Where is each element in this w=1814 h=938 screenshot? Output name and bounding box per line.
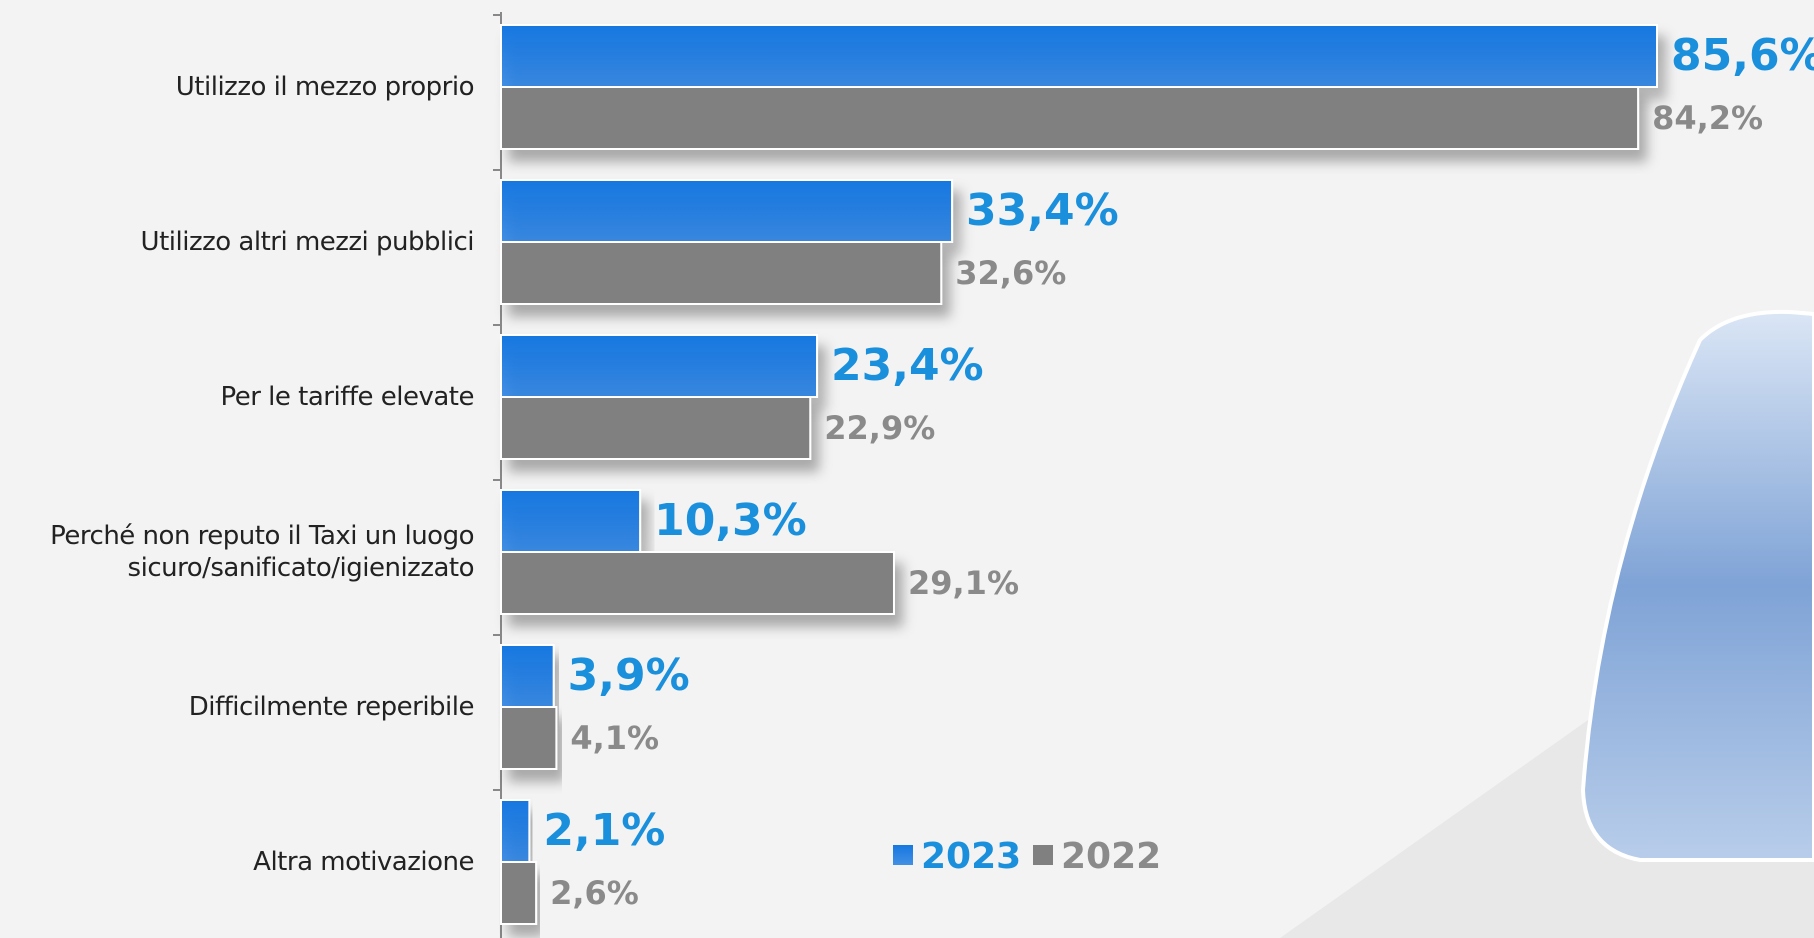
category-label: Perché non reputo il Taxi un luogo sicur… xyxy=(50,521,474,583)
bar xyxy=(500,706,558,770)
legend-swatch xyxy=(893,845,913,865)
legend-swatch xyxy=(1033,845,1053,865)
value-label: 32,6% xyxy=(955,254,1066,292)
category-label: Altra motivazione xyxy=(253,847,474,877)
value-label: 22,9% xyxy=(824,409,935,447)
value-label: 29,1% xyxy=(908,564,1019,602)
bar xyxy=(500,86,1640,150)
bar xyxy=(500,551,895,615)
bar xyxy=(500,241,943,305)
category-label: Difficilmente reperibile xyxy=(188,692,475,722)
legend-label: 2023 xyxy=(921,836,1021,877)
category-label: Utilizzo il mezzo proprio xyxy=(175,72,475,102)
bar xyxy=(500,644,555,708)
value-label: 2,6% xyxy=(550,874,639,912)
value-label: 85,6% xyxy=(1671,30,1814,81)
value-label: 3,9% xyxy=(568,650,690,701)
value-label: 33,4% xyxy=(966,185,1119,236)
category-label: Utilizzo altri mezzi pubblici xyxy=(140,227,475,257)
photo xyxy=(1580,309,1814,862)
category-label: Per le tariffe elevate xyxy=(220,382,474,412)
value-label: 84,2% xyxy=(1652,99,1763,137)
legend-label: 2022 xyxy=(1061,836,1161,877)
value-label: 2,1% xyxy=(543,805,665,856)
bar xyxy=(500,179,954,243)
bar xyxy=(500,799,531,863)
bar xyxy=(500,334,819,398)
bar xyxy=(500,24,1658,88)
value-label: 10,3% xyxy=(654,495,807,546)
bar xyxy=(500,489,642,553)
value-label: 4,1% xyxy=(570,719,659,757)
bar xyxy=(500,396,812,460)
value-label: 23,4% xyxy=(831,340,984,391)
bar xyxy=(500,861,538,925)
